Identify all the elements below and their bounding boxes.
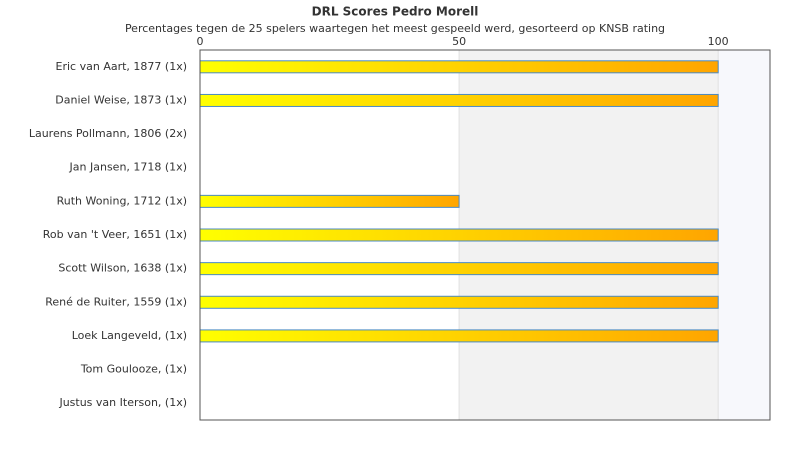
bar bbox=[199, 228, 719, 242]
y-tick-label: Tom Goulooze, (1x) bbox=[80, 363, 187, 376]
y-tick-label: Rob van 't Veer, 1651 (1x) bbox=[43, 228, 187, 241]
y-tick-label: Eric van Aart, 1877 (1x) bbox=[56, 60, 187, 73]
x-tick-label: 0 bbox=[197, 35, 204, 48]
bar bbox=[199, 295, 719, 309]
y-tick-label: Ruth Woning, 1712 (1x) bbox=[57, 194, 187, 207]
y-tick-label: Daniel Weise, 1873 (1x) bbox=[55, 93, 187, 106]
y-tick-label: Scott Wilson, 1638 (1x) bbox=[58, 262, 187, 275]
bar bbox=[199, 262, 719, 276]
y-tick-label: Jan Jansen, 1718 (1x) bbox=[69, 161, 187, 174]
bar bbox=[199, 194, 460, 208]
bar bbox=[199, 93, 719, 107]
y-tick-label: Justus van Iterson, (1x) bbox=[58, 396, 187, 409]
y-tick-label: Laurens Pollmann, 1806 (2x) bbox=[29, 127, 187, 140]
y-tick-label: Loek Langeveld, (1x) bbox=[72, 329, 187, 342]
plot-border bbox=[199, 49, 771, 421]
chart-title: DRL Scores Pedro Morell bbox=[312, 5, 479, 19]
plot-band bbox=[718, 50, 770, 420]
y-tick-label: René de Ruiter, 1559 (1x) bbox=[45, 295, 187, 308]
bar bbox=[199, 60, 719, 74]
x-tick-label: 100 bbox=[708, 35, 729, 48]
chart-subtitle: Percentages tegen de 25 spelers waartege… bbox=[125, 22, 665, 35]
x-tick-label: 50 bbox=[452, 35, 466, 48]
bar bbox=[199, 329, 719, 343]
